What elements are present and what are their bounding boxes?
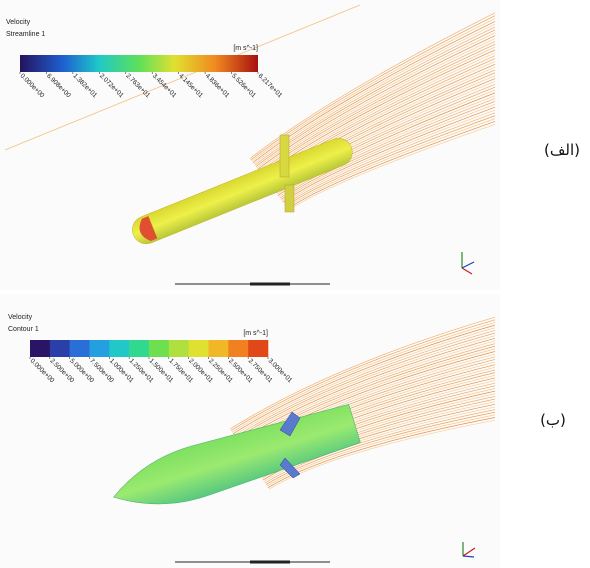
- colorbar-title: Velocity: [6, 19, 31, 26]
- colorbar-subtitle: Contour 1: [8, 326, 39, 333]
- colorbar-band: [248, 340, 269, 357]
- colorbar-band: [49, 340, 70, 357]
- colorbar-unit: [m s^-1]: [243, 330, 268, 337]
- colorbar-band: [168, 340, 189, 357]
- streamline: [256, 32, 496, 169]
- colorbar: [20, 55, 258, 72]
- colorbar-band: [109, 340, 130, 357]
- streamline: [282, 106, 496, 203]
- colorbar-band: [208, 340, 229, 357]
- panel-label: (ب): [540, 411, 566, 429]
- panel-label: (الف): [544, 141, 580, 159]
- panel-a-bg: [0, 0, 500, 290]
- streamline: [229, 316, 496, 430]
- streamline: [284, 112, 496, 206]
- colorbar-band: [129, 340, 150, 357]
- colorbar-subtitle: Streamline 1: [6, 31, 45, 38]
- streamline: [280, 101, 496, 200]
- fin: [279, 457, 301, 479]
- colorbar-band: [89, 340, 110, 357]
- streamline: [257, 35, 496, 170]
- fin: [284, 184, 295, 213]
- streamlines-a: [249, 12, 496, 211]
- streamline: [236, 335, 496, 441]
- streamline: [235, 332, 496, 439]
- streamline: [252, 21, 496, 163]
- streamline: [258, 38, 496, 171]
- streamline: [249, 12, 496, 159]
- streamline: [286, 118, 496, 208]
- streamline: [231, 322, 496, 433]
- streamline: [234, 330, 496, 438]
- missile-b: [113, 403, 361, 505]
- scale-bar: [175, 282, 330, 564]
- axis-triad: [461, 252, 476, 558]
- streamline: [255, 29, 496, 167]
- fin: [279, 411, 301, 437]
- streamline: [251, 18, 496, 162]
- streamline: [254, 26, 496, 166]
- streamline: [233, 327, 496, 436]
- streamline: [232, 324, 496, 435]
- streamline: [250, 15, 496, 161]
- streamline: [265, 411, 496, 485]
- missile-a: [132, 138, 353, 245]
- streamline: [267, 417, 496, 489]
- streamline: [259, 41, 496, 173]
- streamline: [266, 414, 496, 487]
- colorbar-title: Velocity: [8, 314, 33, 321]
- streamline: [287, 121, 496, 210]
- streamline: [279, 98, 496, 199]
- fin: [279, 134, 290, 178]
- colorbar-unit: [m s^-1]: [233, 45, 258, 52]
- streamline: [288, 124, 496, 211]
- colorbar-band: [149, 340, 170, 357]
- streamline: [285, 115, 496, 207]
- streamline: [268, 419, 496, 490]
- streamline: [283, 109, 496, 204]
- streamline: [230, 319, 496, 432]
- colorbar-band: [69, 340, 90, 357]
- colorbar-band: [228, 340, 249, 357]
- streamline: [4, 4, 361, 151]
- streamline: [253, 23, 496, 165]
- colorbar-band: [188, 340, 209, 357]
- streamline: [281, 103, 496, 202]
- colorbar-band: [30, 340, 51, 357]
